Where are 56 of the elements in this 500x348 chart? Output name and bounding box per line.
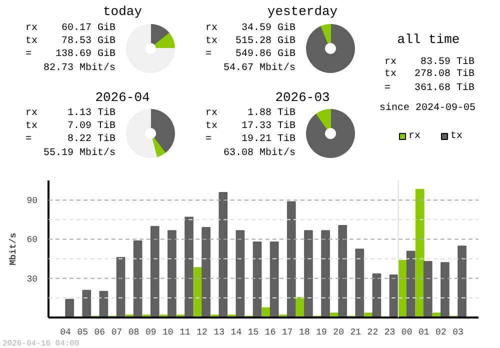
x-tick-label: 16	[264, 328, 276, 338]
chart-title: 2026-04	[95, 90, 150, 105]
x-tick-label: 12	[196, 328, 208, 338]
text: rx 1.13 TiB	[26, 107, 116, 119]
text: all time	[397, 32, 460, 47]
x-tick-label: 11	[180, 328, 190, 338]
text: tx 78.53 GiB	[26, 35, 116, 47]
x-tick-label: 15	[248, 328, 259, 338]
x-tick-label: 09	[145, 328, 156, 338]
x-tick-label: 06	[94, 328, 106, 338]
text: since 2024-09-05	[379, 102, 476, 114]
text: = 549.86 GiB	[206, 48, 296, 60]
x-tick-label: 08	[128, 328, 140, 338]
x-tick-label: 05	[77, 328, 88, 338]
x-tick-label: 14	[230, 328, 242, 338]
x-tick-label: 19	[316, 328, 327, 338]
text: rx 34.59 GiB	[206, 22, 296, 34]
y-tick-label: 60	[26, 235, 38, 246]
legend-label: rx	[408, 131, 421, 142]
text: tx 7.09 TiB	[26, 120, 116, 132]
text: tx 278.08 TiB	[384, 68, 475, 80]
text: 54.67 Mbit/s	[223, 62, 296, 74]
chart-title: yesterday	[267, 4, 338, 19]
x-tick-label: 22	[367, 328, 378, 338]
chart-title: today	[102, 4, 142, 19]
text: rx 83.59 TiB	[384, 56, 475, 68]
text: 55.19 Mbit/s	[43, 147, 116, 159]
x-tick-label: 18	[299, 328, 310, 338]
x-tick-label: 00	[401, 328, 412, 338]
x-tick-label: 10	[162, 328, 174, 338]
x-tick-label: 02	[436, 328, 446, 338]
text: = 19.21 TiB	[206, 133, 296, 145]
x-tick-label: 23	[384, 328, 396, 338]
text: 63.08 Mbit/s	[223, 147, 296, 159]
y-axis-title: Mbit/s	[8, 232, 19, 266]
x-tick-label: 17	[282, 328, 293, 338]
text: = 361.68 TiB	[384, 82, 475, 94]
x-tick-label: 03	[452, 328, 464, 338]
chart-title: 2026-03	[275, 90, 330, 105]
text: rx 1.88 TiB	[206, 107, 296, 119]
y-tick-label: 90	[26, 196, 38, 206]
x-tick-label: 21	[350, 328, 362, 338]
x-tick-label: 04	[60, 328, 71, 338]
text: 2026-04-16 04:00	[2, 340, 80, 348]
text: tx 515.28 GiB	[206, 35, 296, 47]
x-tick-label: 07	[111, 328, 122, 338]
legend-label: tx	[450, 131, 463, 142]
text: = 138.69 GiB	[26, 48, 116, 60]
y-tick-label: 30	[26, 274, 38, 284]
x-tick-label: 20	[333, 328, 344, 338]
text: = 8.22 TiB	[26, 133, 116, 145]
x-tick-label: 13	[214, 328, 225, 338]
text: rx 60.17 GiB	[26, 22, 116, 34]
text: 82.73 Mbit/s	[43, 62, 116, 74]
x-tick-label: 01	[418, 328, 430, 338]
text: tx 17.33 TiB	[206, 120, 296, 132]
